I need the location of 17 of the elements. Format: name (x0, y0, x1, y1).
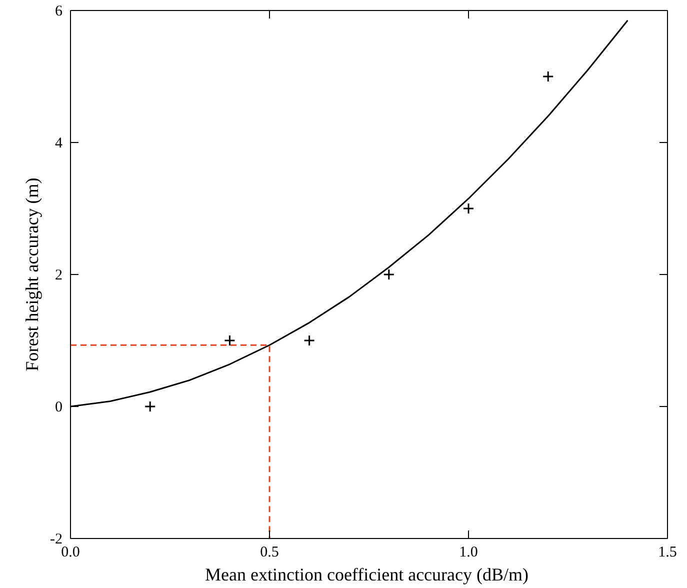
point (224, 334, 236, 346)
y-tick-label: 6 (55, 4, 63, 20)
point (542, 70, 554, 82)
y-tick-label: 0 (55, 400, 62, 416)
point (462, 202, 474, 214)
y-tick-label: -2 (50, 532, 63, 548)
point (383, 268, 395, 280)
x-axis-title: Mean extinction coefficient accuracy (dB/m) (204, 564, 529, 584)
x-tick-label: 1.5 (658, 544, 677, 560)
point (304, 334, 316, 346)
x-tick-label: 1.0 (459, 544, 478, 560)
y-tick-label: 2 (55, 268, 62, 284)
y-tick-label: 4 (55, 136, 63, 152)
y-axis-title: Forest height accuracy (m) (22, 178, 42, 372)
point (144, 400, 156, 412)
x-tick-label: 0.0 (61, 544, 80, 560)
x-tick-label: 0.5 (260, 544, 279, 560)
